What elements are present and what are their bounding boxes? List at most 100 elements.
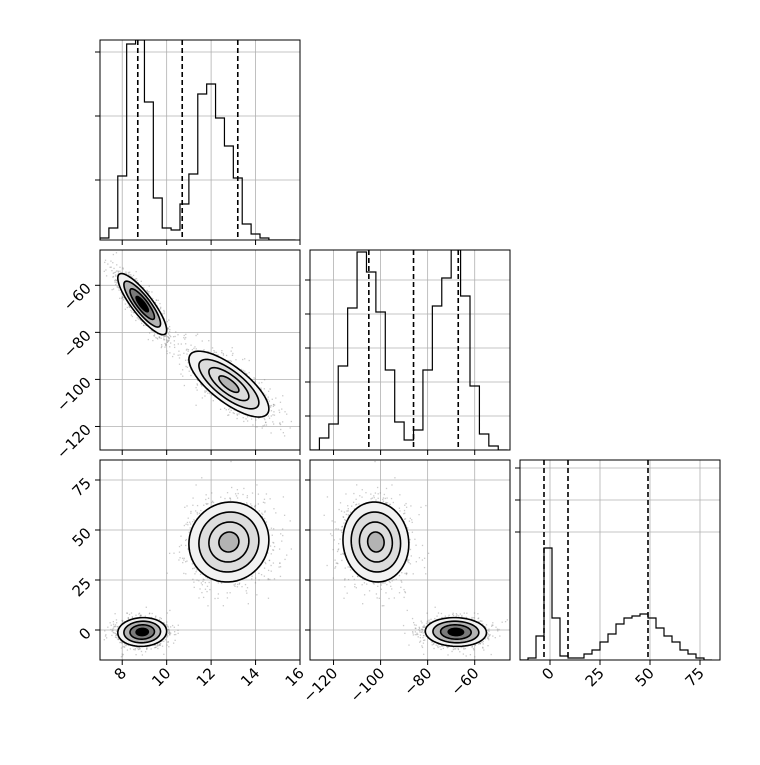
sample-point — [168, 629, 169, 630]
sample-point — [119, 298, 120, 299]
sample-point — [168, 327, 169, 328]
sample-point — [149, 613, 150, 614]
sample-point — [282, 528, 283, 529]
sample-point — [193, 582, 194, 583]
sample-point — [290, 427, 291, 428]
sample-point — [185, 545, 186, 546]
sample-point — [202, 340, 203, 341]
sample-point — [125, 303, 126, 304]
sample-point — [249, 360, 250, 361]
sample-point — [259, 382, 260, 383]
sample-point — [266, 493, 267, 494]
sample-point — [179, 354, 180, 355]
sample-point — [200, 574, 201, 575]
sample-point — [212, 347, 213, 348]
sample-point — [167, 626, 168, 627]
sample-point — [202, 397, 203, 398]
histogram-panel-param_1 — [305, 250, 510, 455]
sample-point — [163, 310, 164, 311]
sample-point — [165, 345, 166, 346]
sample-point — [203, 505, 204, 506]
sample-point — [291, 548, 292, 549]
sample-point — [173, 336, 174, 337]
sample-point — [95, 257, 96, 258]
sample-point — [284, 515, 285, 516]
sample-point — [125, 309, 126, 310]
sample-point — [136, 278, 137, 279]
sample-point — [195, 405, 196, 406]
sample-point — [134, 649, 135, 650]
sample-point — [104, 262, 105, 263]
sample-point — [161, 338, 162, 339]
sample-point — [111, 289, 112, 290]
sample-point — [273, 411, 274, 412]
sample-point — [188, 518, 189, 519]
sample-point — [168, 646, 169, 647]
sample-point — [226, 409, 227, 410]
sample-point — [291, 421, 292, 422]
sample-point — [183, 337, 184, 338]
sample-point — [244, 371, 245, 372]
sample-point — [196, 389, 197, 390]
sample-point — [272, 399, 273, 400]
sample-point — [184, 385, 185, 386]
sample-point — [135, 615, 136, 616]
sample-point — [189, 532, 190, 533]
sample-point — [175, 331, 176, 332]
sample-point — [118, 639, 119, 640]
sample-point — [116, 637, 117, 638]
sample-point — [195, 335, 196, 336]
sample-point — [265, 563, 266, 564]
sample-point — [111, 625, 112, 626]
sample-point — [229, 360, 230, 361]
sample-point — [229, 412, 230, 413]
sample-point — [164, 313, 165, 314]
sample-point — [117, 626, 118, 627]
sample-point — [264, 419, 265, 420]
sample-point — [268, 415, 269, 416]
sample-point — [242, 359, 243, 360]
sample-point — [182, 369, 183, 370]
sample-point — [131, 314, 132, 315]
sample-point — [139, 613, 140, 614]
sample-point — [184, 558, 185, 559]
sample-point — [231, 361, 232, 362]
sample-point — [112, 276, 113, 277]
sample-point — [185, 337, 186, 338]
sample-point — [268, 391, 269, 392]
sample-point — [177, 334, 178, 335]
sample-point — [131, 311, 132, 312]
sample-point — [154, 335, 155, 336]
sample-point — [207, 605, 208, 606]
sample-point — [224, 408, 225, 409]
sample-point — [127, 649, 128, 650]
sample-point — [264, 499, 265, 500]
sample-point — [119, 271, 120, 272]
sample-point — [155, 617, 156, 618]
sample-point — [161, 347, 162, 348]
sample-point — [204, 390, 205, 391]
sample-point — [133, 649, 134, 650]
sample-point — [264, 388, 265, 389]
sample-point — [151, 648, 152, 649]
sample-point — [174, 631, 175, 632]
sample-point — [118, 289, 119, 290]
sample-point — [188, 349, 189, 350]
sample-point — [173, 353, 174, 354]
sample-point — [271, 410, 272, 411]
sample-point — [262, 427, 263, 428]
sample-point — [143, 325, 144, 326]
sample-point — [228, 414, 229, 415]
sample-point — [208, 340, 209, 341]
sample-point — [260, 388, 261, 389]
sample-point — [243, 417, 244, 418]
sample-point — [114, 272, 115, 273]
sample-point — [186, 560, 187, 561]
sample-point — [148, 291, 149, 292]
sample-point — [125, 645, 126, 646]
sample-point — [140, 615, 141, 616]
sample-point — [231, 350, 232, 351]
sample-point — [166, 624, 167, 625]
sample-point — [154, 647, 155, 648]
